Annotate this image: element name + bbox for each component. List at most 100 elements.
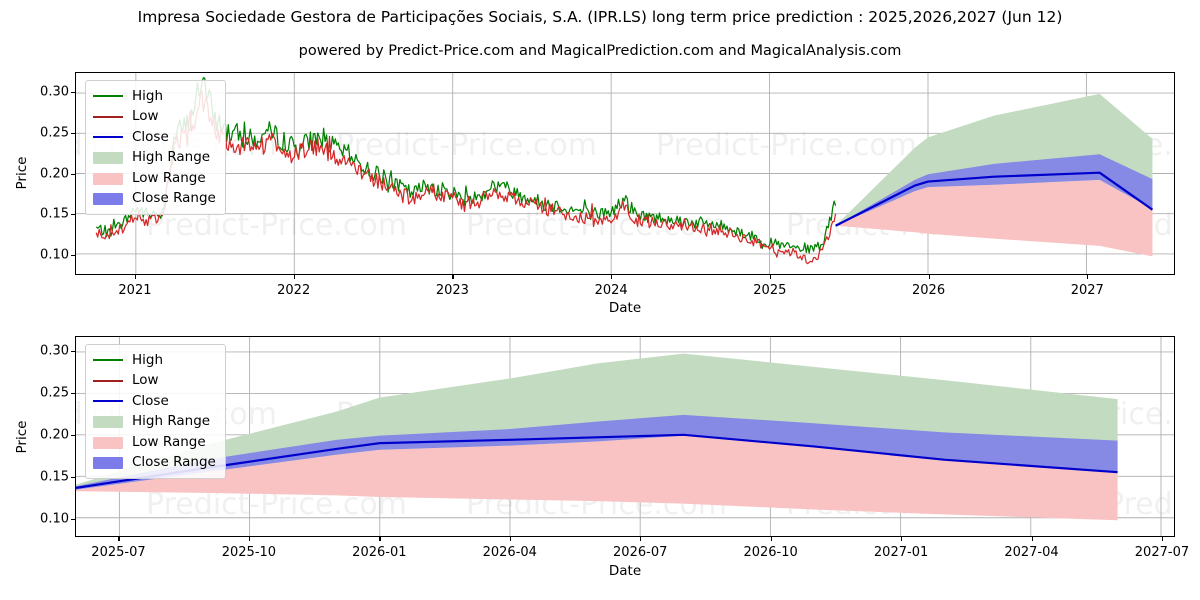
- forecast-legend-item-close-range: Close Range: [93, 453, 216, 474]
- forecast-y-tick-mark: [71, 351, 75, 353]
- forecast-x-tick-mark: [770, 537, 772, 541]
- forecast-y-tick-mark: [71, 476, 75, 478]
- overview-y-tick-label: 0.15: [40, 206, 69, 222]
- forecast-legend-swatch-high-range-icon: [93, 416, 123, 429]
- overview-legend-swatch-high-icon: [93, 89, 123, 103]
- overview-y-tick-mark: [71, 214, 75, 216]
- overview-y-tick-label: 0.10: [40, 247, 69, 263]
- forecast-x-tick-mark: [901, 537, 903, 541]
- overview-legend-swatch-close-icon: [93, 130, 123, 144]
- forecast-x-tick-mark: [640, 537, 642, 541]
- overview-x-tick-mark: [134, 275, 137, 279]
- overview-legend-item-high: High: [93, 86, 216, 107]
- overview-legend-label: Low: [132, 108, 159, 124]
- overview-legend-item-low: Low: [93, 107, 216, 128]
- forecast-legend-item-close: Close: [93, 391, 216, 412]
- overview-legend-item-close: Close: [93, 127, 216, 148]
- forecast-close-range-band: [76, 414, 1118, 490]
- overview-close-range-band: [835, 154, 1153, 226]
- overview-y-axis-label: Price: [14, 156, 30, 190]
- overview-x-tick-mark: [452, 275, 454, 279]
- forecast-y-axis-label: Price: [14, 420, 30, 454]
- overview-y-tick-label: 0.25: [40, 125, 69, 141]
- overview-legend-swatch-close-range-icon: [93, 193, 123, 206]
- chart-title: Impresa Sociedade Gestora de Participaçõ…: [137, 8, 1063, 26]
- overview-x-tick-label: 2021: [118, 283, 152, 298]
- overview-high-range-band: [835, 93, 1153, 226]
- forecast-chart-legend: High Low Close High Range Low Range Close Ran…: [85, 344, 226, 479]
- forecast-y-tick-mark: [71, 392, 75, 395]
- forecast-x-tick-label: 2026-01: [352, 545, 407, 560]
- forecast-y-tick-label: 0.20: [40, 427, 69, 443]
- overview-x-tick-label: 2025: [753, 283, 787, 298]
- forecast-legend-item-high-range: High Range: [93, 412, 216, 433]
- overview-y-tick-mark: [71, 132, 75, 135]
- overview-legend-label: Low Range: [132, 169, 206, 186]
- forecast-x-tick-label: 2026-04: [482, 545, 537, 560]
- overview-chart-canvas: [76, 73, 1174, 274]
- forecast-chart-canvas: [76, 337, 1174, 536]
- forecast-y-tick-label: 0.10: [40, 511, 69, 527]
- forecast-x-tick-label: 2026-07: [613, 545, 668, 560]
- forecast-legend-item-high: High: [93, 350, 216, 371]
- overview-x-tick-label: 2022: [277, 283, 311, 298]
- overview-legend-label: Close Range: [132, 190, 216, 206]
- forecast-x-tick-label: 2026-10: [743, 545, 798, 560]
- forecast-legend-swatch-high-icon: [93, 353, 123, 367]
- overview-legend-label: High Range: [132, 149, 211, 165]
- forecast-legend-swatch-close-range-icon: [93, 457, 123, 470]
- forecast-legend-label: High Range: [132, 413, 211, 429]
- forecast-legend-label: Close Range: [132, 454, 216, 470]
- overview-low-range-band: [835, 179, 1153, 257]
- forecast-x-tick-mark: [248, 537, 251, 541]
- forecast-x-tick-label: 2027-04: [1004, 545, 1059, 560]
- forecast-legend-swatch-close-icon: [93, 394, 123, 408]
- overview-x-tick-label: 2023: [435, 283, 469, 298]
- overview-x-axis-label: Date: [608, 300, 642, 316]
- overview-x-tick-label: 2026: [912, 283, 946, 298]
- forecast-x-tick-mark: [509, 537, 511, 541]
- forecast-legend-swatch-low-range-icon: [93, 436, 123, 449]
- forecast-legend-swatch-low-icon: [93, 374, 123, 388]
- overview-legend-item-low-range: Low Range: [93, 168, 216, 189]
- overview-x-tick-mark: [1087, 275, 1089, 279]
- overview-chart-plot-area: Predict-Price.com Predict-Price.com Predic…: [75, 72, 1175, 275]
- forecast-legend-label: Close: [132, 392, 169, 409]
- forecast-x-tick-mark: [1161, 537, 1164, 541]
- overview-y-tick-label: 0.30: [40, 84, 69, 100]
- overview-legend-item-high-range: High Range: [93, 148, 216, 169]
- forecast-y-tick-label: 0.30: [40, 343, 69, 359]
- forecast-x-tick-label: 2025-10: [221, 545, 277, 560]
- overview-x-tick-mark: [928, 275, 930, 279]
- forecast-y-tick-label: 0.15: [40, 469, 69, 485]
- overview-y-tick-label: 0.20: [40, 166, 69, 181]
- chart-subtitle: powered by Predict-Price.com and Magical…: [298, 43, 902, 59]
- overview-y-tick-mark: [71, 254, 75, 256]
- forecast-x-tick-mark: [118, 537, 120, 541]
- forecast-x-tick-mark: [379, 537, 381, 541]
- overview-legend-swatch-low-range-icon: [93, 172, 123, 185]
- overview-chart-legend: High Low Close High Range Low Range Close Ran…: [85, 80, 226, 215]
- overview-legend-item-close-range: Close Range: [93, 189, 216, 210]
- forecast-close-line: [76, 433, 1118, 489]
- forecast-chart-plot-area: Predict-Price.comPredict-Price.comPredic…: [75, 336, 1175, 537]
- forecast-y-tick-label: 0.25: [40, 385, 69, 401]
- forecast-low-range-band: [76, 435, 1118, 521]
- forecast-y-tick-mark: [71, 434, 75, 436]
- overview-x-tick-label: 2024: [594, 283, 628, 298]
- forecast-x-tick-label: 2025-07: [91, 545, 146, 560]
- overview-x-tick-mark: [769, 275, 772, 279]
- overview-x-tick-mark: [293, 275, 295, 279]
- forecast-legend-label: Low: [132, 372, 159, 388]
- forecast-x-axis-label: Date: [608, 563, 642, 579]
- overview-x-tick-label: 2027: [1070, 283, 1104, 298]
- forecast-y-tick-mark: [71, 518, 75, 520]
- overview-y-tick-mark: [71, 173, 75, 175]
- forecast-legend-item-low-range: Low Range: [93, 432, 216, 453]
- overview-legend-label: High: [132, 87, 164, 104]
- forecast-x-tick-mark: [1031, 537, 1033, 541]
- overview-close-line: [835, 171, 1154, 227]
- forecast-x-tick-label: 2027-07: [1134, 545, 1190, 560]
- overview-legend-swatch-low-icon: [93, 110, 123, 124]
